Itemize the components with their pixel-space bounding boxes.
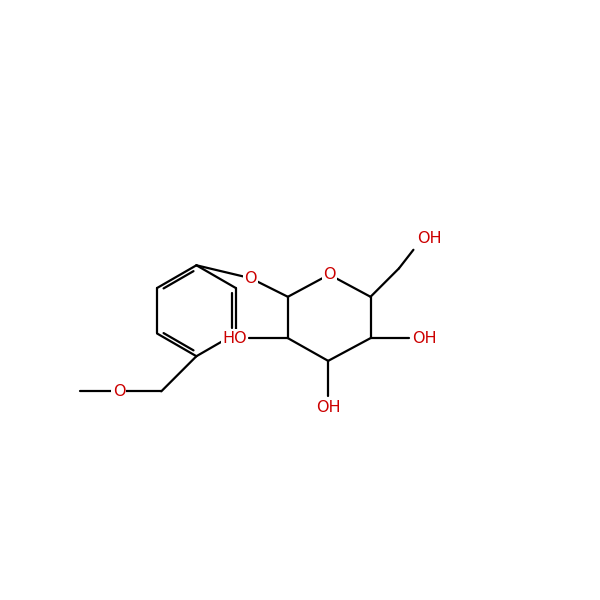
Text: O: O — [323, 267, 335, 282]
Text: OH: OH — [418, 230, 442, 245]
Text: OH: OH — [316, 400, 340, 415]
Text: O: O — [113, 384, 125, 399]
Text: OH: OH — [412, 331, 436, 346]
Text: O: O — [244, 271, 257, 286]
Text: HO: HO — [222, 331, 247, 346]
